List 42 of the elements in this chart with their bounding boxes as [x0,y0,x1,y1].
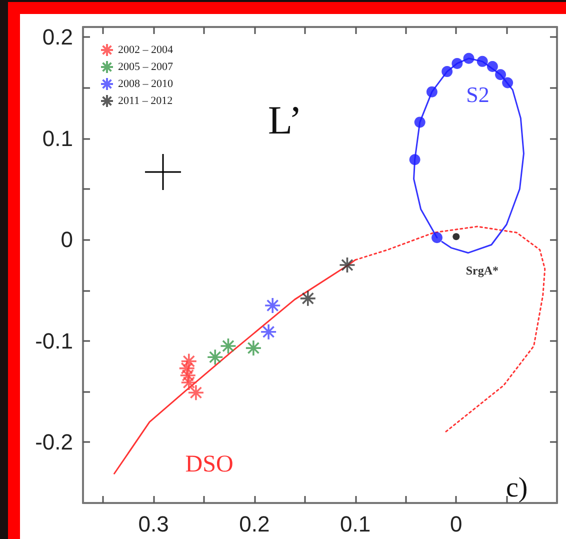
point [486,61,498,72]
point [180,374,198,391]
x-tick-label: 0.3 [138,512,169,536]
point [178,360,196,377]
annotation: c) [506,472,528,504]
point [502,77,514,88]
point [220,338,237,354]
point [432,232,442,244]
point [264,297,281,314]
y-tick-label: 0.2 [42,24,73,50]
point [245,340,262,356]
point [179,366,196,384]
point [409,154,420,166]
legend-label: 2008 – 2010 [118,78,174,90]
x-tick-label: 0.1 [340,512,371,536]
point [180,352,198,370]
point [188,384,204,402]
x-tick-label: 0.2 [239,512,270,536]
y-tick-label: -0.2 [35,430,73,455]
y-tick-label: 0.1 [42,126,73,151]
legend-label: 2011 – 2012 [118,95,173,107]
series-label: DSO [185,452,234,478]
y-tick-label: 0 [60,227,73,252]
point [300,290,316,307]
series-label: S2 [466,82,490,108]
point [452,58,463,69]
y-tick-label: -0.1 [35,328,73,354]
legend-label: 2002 – 2004 [118,44,174,56]
point [495,69,506,80]
point [442,66,453,78]
point [463,52,474,64]
text: SrgA* [466,264,498,278]
point [452,233,460,240]
annotation: L’ [268,98,302,142]
x-tick-label: 0 [450,512,462,536]
point [476,56,488,67]
point [414,116,426,128]
point [206,348,224,366]
point [338,256,356,274]
legend-label: 2005 – 2007 [118,61,174,73]
point [260,323,277,340]
point [426,86,438,98]
